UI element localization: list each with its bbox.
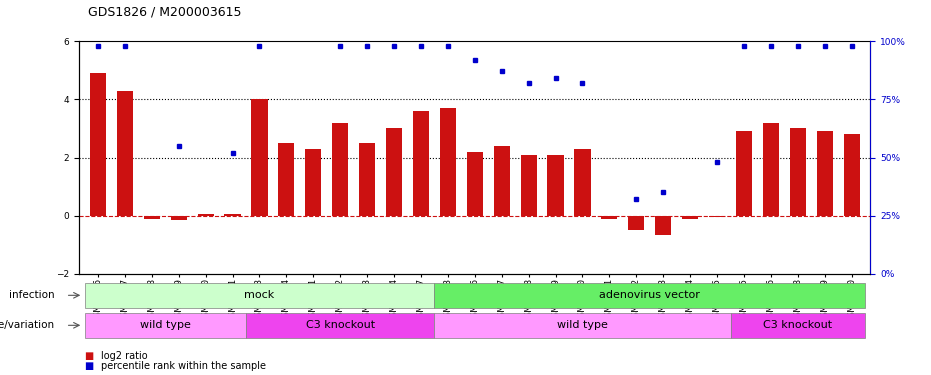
Bar bbox=[386, 128, 402, 216]
Bar bbox=[709, 216, 725, 217]
Bar bbox=[762, 123, 779, 216]
Bar bbox=[816, 131, 833, 216]
Text: C3 knockout: C3 knockout bbox=[305, 320, 375, 330]
Bar bbox=[655, 216, 671, 234]
Bar bbox=[116, 91, 133, 216]
Bar bbox=[143, 216, 160, 219]
Bar bbox=[731, 313, 865, 338]
Text: adenovirus vector: adenovirus vector bbox=[600, 290, 700, 300]
Bar bbox=[90, 73, 106, 216]
Bar bbox=[85, 313, 246, 338]
Bar bbox=[682, 216, 698, 219]
Text: ■: ■ bbox=[84, 351, 93, 361]
Bar bbox=[435, 283, 865, 308]
Text: wild type: wild type bbox=[140, 320, 191, 330]
Text: percentile rank within the sample: percentile rank within the sample bbox=[101, 361, 265, 370]
Text: GDS1826 / M200003615: GDS1826 / M200003615 bbox=[88, 6, 242, 19]
Text: ■: ■ bbox=[84, 361, 93, 370]
Bar bbox=[278, 143, 294, 216]
Text: C3 knockout: C3 knockout bbox=[763, 320, 832, 330]
Bar bbox=[85, 283, 435, 308]
Text: infection: infection bbox=[9, 290, 55, 300]
Bar bbox=[170, 216, 187, 220]
Bar bbox=[843, 134, 859, 216]
Bar bbox=[359, 143, 375, 216]
Bar bbox=[251, 99, 267, 216]
Bar bbox=[628, 216, 644, 230]
Bar bbox=[197, 214, 214, 216]
Text: genotype/variation: genotype/variation bbox=[0, 320, 55, 330]
Text: wild type: wild type bbox=[557, 320, 608, 330]
Bar bbox=[305, 149, 321, 216]
Text: mock: mock bbox=[244, 290, 275, 300]
Bar bbox=[224, 214, 240, 216]
Bar bbox=[493, 146, 510, 216]
Bar bbox=[332, 123, 348, 216]
Bar bbox=[547, 154, 563, 216]
Bar bbox=[246, 313, 435, 338]
Bar bbox=[413, 111, 429, 216]
Bar bbox=[601, 216, 617, 219]
Bar bbox=[789, 128, 806, 216]
Bar bbox=[574, 149, 590, 216]
Bar bbox=[520, 154, 536, 216]
Bar bbox=[735, 131, 752, 216]
Bar bbox=[466, 152, 483, 216]
Text: log2 ratio: log2 ratio bbox=[101, 351, 147, 361]
Bar bbox=[435, 313, 731, 338]
Bar bbox=[439, 108, 456, 216]
